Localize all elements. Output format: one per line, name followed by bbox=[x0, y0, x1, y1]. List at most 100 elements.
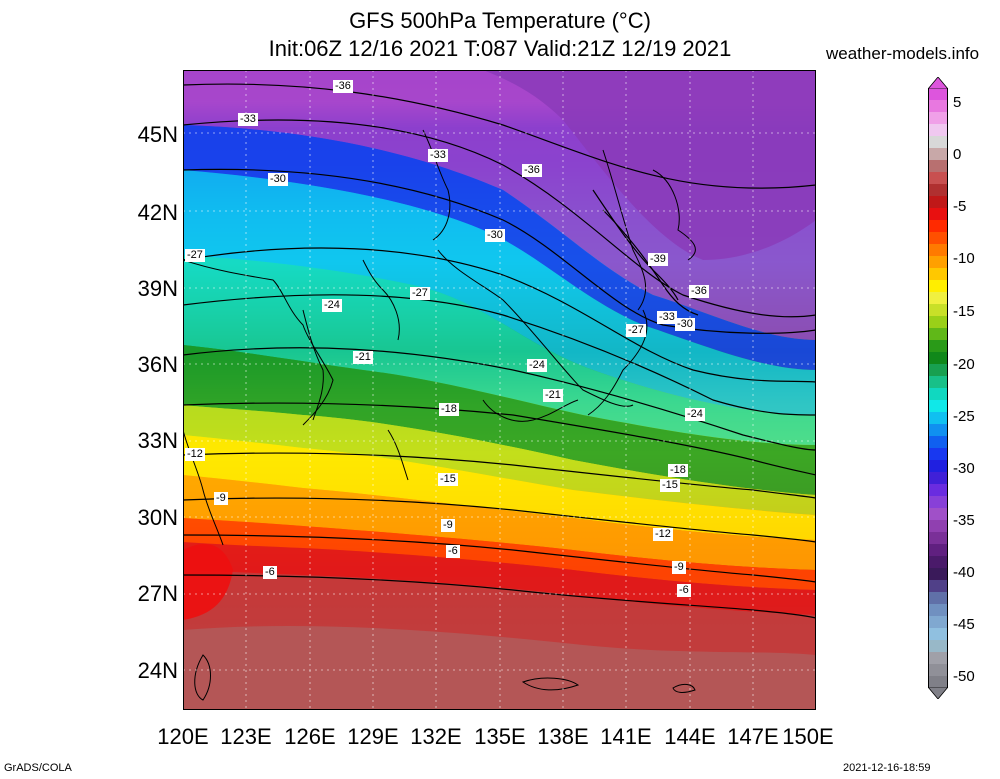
colorbar-cell bbox=[928, 460, 948, 473]
colorbar-cell bbox=[928, 616, 948, 629]
lon-label-126e: 126E bbox=[284, 724, 336, 749]
lon-label-138e: 138E bbox=[537, 724, 589, 749]
colorbar-label: -10 bbox=[953, 250, 975, 267]
contour-label: -6 bbox=[677, 584, 691, 597]
contour-label: -30 bbox=[675, 318, 695, 331]
colorbar-cell bbox=[928, 544, 948, 557]
lon-label-144e: 144E bbox=[664, 724, 716, 749]
colorbar-cell bbox=[928, 232, 948, 245]
lat-label-42n: 42N bbox=[137, 200, 178, 225]
contour-label: -33 bbox=[428, 149, 448, 162]
contour-label: -9 bbox=[672, 561, 686, 574]
contour-label: -33 bbox=[657, 311, 677, 324]
lat-label-27n: 27N bbox=[137, 581, 178, 606]
lat-label-39n: 39N bbox=[137, 276, 178, 301]
lon-label-129e: 129E bbox=[347, 724, 399, 749]
contour-label: -24 bbox=[685, 408, 705, 421]
colorbar-cell bbox=[928, 364, 948, 377]
contour-label: -27 bbox=[185, 249, 205, 262]
colorbar-label: -15 bbox=[953, 303, 975, 320]
lon-label-123e: 123E bbox=[220, 724, 272, 749]
colorbar-cell bbox=[928, 316, 948, 329]
colorbar-label: -5 bbox=[953, 198, 967, 215]
contour-label: -9 bbox=[441, 519, 455, 532]
colorbar-bottom-arrow bbox=[928, 687, 948, 699]
colorbar-cell bbox=[928, 508, 948, 521]
colorbar-cell bbox=[928, 556, 948, 569]
colorbar-label: -35 bbox=[953, 512, 975, 529]
lon-label-132e: 132E bbox=[410, 724, 462, 749]
lon-label-147e: 147E bbox=[727, 724, 779, 749]
colorbar-cell bbox=[928, 496, 948, 509]
lon-label-120e: 120E bbox=[157, 724, 209, 749]
contour-label: -9 bbox=[214, 492, 228, 505]
contour-label: -18 bbox=[668, 464, 688, 477]
contour-label: -24 bbox=[527, 359, 547, 372]
contour-label: -6 bbox=[446, 545, 460, 558]
temperature-map bbox=[183, 70, 816, 710]
colorbar-cell bbox=[928, 304, 948, 317]
lon-label-135e: 135E bbox=[474, 724, 526, 749]
colorbar-cell bbox=[928, 172, 948, 185]
lat-label-36n: 36N bbox=[137, 352, 178, 377]
colorbar-cell bbox=[928, 244, 948, 257]
contour-label: -30 bbox=[268, 173, 288, 186]
colorbar-cell bbox=[928, 88, 948, 101]
contour-label: -36 bbox=[689, 285, 709, 298]
colorbar-cell bbox=[928, 532, 948, 545]
contour-label: -21 bbox=[353, 351, 373, 364]
contour-label: -15 bbox=[438, 473, 458, 486]
colorbar-cell bbox=[928, 448, 948, 461]
colorbar-cell bbox=[928, 208, 948, 221]
contour-label: -27 bbox=[626, 324, 646, 337]
colorbar-label: -25 bbox=[953, 408, 975, 425]
colorbar-cell bbox=[928, 568, 948, 581]
contour-label: -12 bbox=[185, 448, 205, 461]
colorbar-cell bbox=[928, 388, 948, 401]
contour-label: -27 bbox=[410, 287, 430, 300]
lat-label-45n: 45N bbox=[137, 122, 178, 147]
colorbar-cell bbox=[928, 640, 948, 653]
colorbar-cell bbox=[928, 520, 948, 533]
colorbar-cell bbox=[928, 592, 948, 605]
colorbar-cell bbox=[928, 376, 948, 389]
contour-label: -18 bbox=[439, 403, 459, 416]
contour-label: -30 bbox=[485, 229, 505, 242]
colorbar-cell bbox=[928, 280, 948, 293]
colorbar-label: -40 bbox=[953, 564, 975, 581]
colorbar-cell bbox=[928, 184, 948, 197]
colorbar-cell bbox=[928, 400, 948, 413]
colorbar-cell bbox=[928, 220, 948, 233]
colorbar-cell bbox=[928, 580, 948, 593]
contour-label: -12 bbox=[653, 528, 673, 541]
contour-label: -21 bbox=[543, 389, 563, 402]
colorbar-cell bbox=[928, 124, 948, 137]
contour-label: -15 bbox=[660, 479, 680, 492]
colorbar-cell bbox=[928, 652, 948, 665]
colorbar-cell bbox=[928, 196, 948, 209]
lon-label-141e: 141E bbox=[600, 724, 652, 749]
colorbar-cell bbox=[928, 112, 948, 125]
colorbar bbox=[928, 88, 948, 688]
contour-label: -36 bbox=[333, 80, 353, 93]
contour-label: -39 bbox=[648, 253, 668, 266]
colorbar-cell bbox=[928, 160, 948, 173]
colorbar-cell bbox=[928, 484, 948, 497]
site-credit: weather-models.info bbox=[826, 44, 980, 63]
chart-subtitle: Init:06Z 12/16 2021 T:087 Valid:21Z 12/1… bbox=[268, 36, 732, 61]
colorbar-cell bbox=[928, 352, 948, 365]
footer-timestamp: 2021-12-16-18:59 bbox=[843, 762, 931, 774]
colorbar-cell bbox=[928, 472, 948, 485]
colorbar-label: 5 bbox=[953, 94, 962, 111]
lat-label-33n: 33N bbox=[137, 428, 178, 453]
chart-title: GFS 500hPa Temperature (°C) bbox=[349, 8, 651, 33]
footer-credit: GrADS/COLA bbox=[4, 762, 72, 774]
colorbar-cell bbox=[928, 292, 948, 305]
contour-label: -6 bbox=[263, 566, 277, 579]
colorbar-cell bbox=[928, 100, 948, 113]
colorbar-cell bbox=[928, 604, 948, 617]
contour-label: -33 bbox=[238, 113, 258, 126]
contour-label: -24 bbox=[322, 299, 342, 312]
colorbar-label: -30 bbox=[953, 460, 975, 477]
colorbar-label: 0 bbox=[953, 146, 962, 163]
